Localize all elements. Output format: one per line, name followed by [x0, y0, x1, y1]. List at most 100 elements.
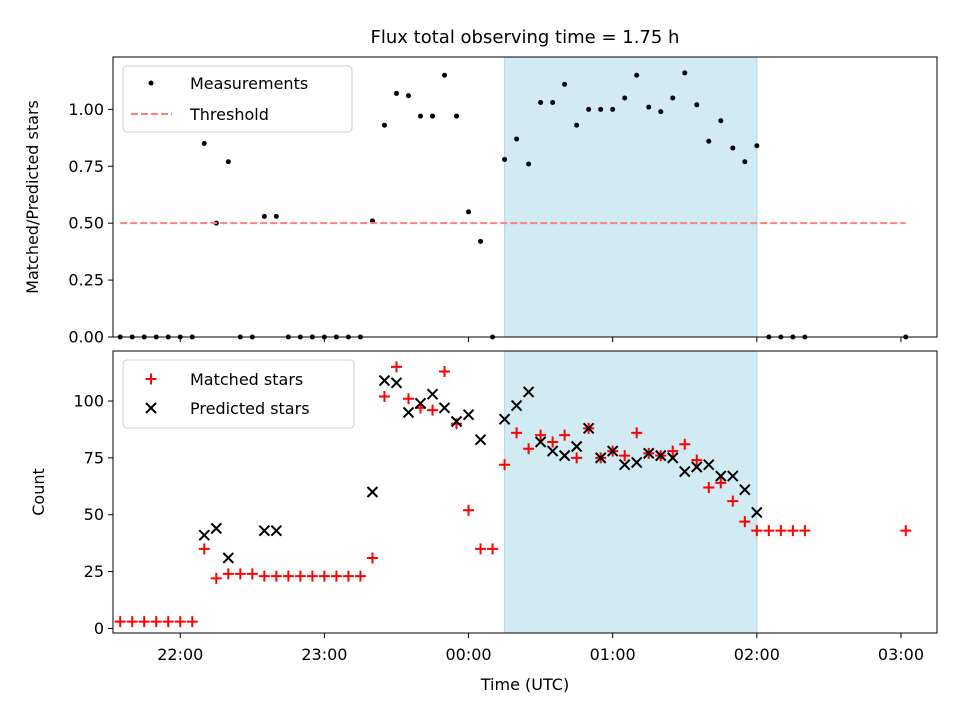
matched-star-point — [234, 568, 246, 580]
matched-star-point — [439, 365, 451, 377]
matched-star-point — [559, 429, 571, 441]
measurement-point — [742, 159, 748, 165]
predicted-star-point — [210, 522, 223, 535]
measurement-point — [466, 209, 472, 215]
matched-star-point — [739, 516, 751, 528]
predicted-star-point — [522, 386, 535, 398]
matched-star-point — [631, 427, 643, 439]
measurement-point — [538, 100, 544, 106]
measurement-point — [526, 161, 532, 167]
bottom-plot-area — [114, 361, 912, 628]
predicted-star-point — [378, 374, 391, 387]
predicted-star-point — [594, 452, 607, 464]
top-y-axis: 0.00 0.25 0.50 0.75 1.00 — [68, 100, 113, 347]
predicted-star-point — [667, 452, 679, 464]
measurement-point — [754, 143, 760, 149]
x-axis-label: Time (UTC) — [480, 675, 569, 694]
measurement-point — [706, 138, 712, 144]
predicted-star-point — [498, 413, 511, 425]
x-tick-label: 01:00 — [590, 645, 636, 664]
legend-measurements-label: Measurements — [190, 74, 308, 93]
matched-star-point — [900, 525, 912, 537]
measurement-point — [634, 72, 640, 78]
predicted-star-point — [258, 524, 271, 537]
predicted-star-point — [546, 445, 559, 457]
matched-star-point — [330, 570, 342, 582]
bottom-y-tick-label: 0 — [94, 619, 104, 638]
predicted-star-point — [198, 529, 210, 541]
measurements-legend-marker — [148, 80, 154, 86]
measurement-point — [562, 81, 568, 87]
matched-star-point — [198, 543, 210, 555]
matched-star-point — [270, 570, 282, 582]
matched-star-point — [210, 572, 222, 584]
top-y-tick-label: 1.00 — [68, 100, 104, 119]
measurement-point — [381, 122, 387, 128]
predicted-star-point — [390, 377, 403, 389]
matched-star-point — [511, 427, 523, 439]
matched-star-point — [126, 616, 138, 628]
measurement-point — [225, 159, 231, 165]
measurement-point — [574, 122, 580, 128]
bottom-legend-box — [122, 359, 355, 429]
matched-star-point — [246, 568, 258, 580]
matched-star-point — [342, 570, 354, 582]
measurement-point — [658, 109, 664, 115]
predicted-star-point — [631, 456, 643, 469]
predicted-star-point — [510, 399, 523, 412]
measurement-point — [598, 106, 604, 112]
matched-star-point — [294, 570, 306, 582]
predicted-star-point — [703, 459, 715, 471]
predicted-star-point — [558, 449, 571, 462]
measurement-point — [694, 102, 700, 108]
legend-predicted-label: Predicted stars — [190, 399, 310, 418]
predicted-star-point — [679, 465, 691, 478]
top-y-tick-label: 0.50 — [68, 214, 104, 233]
top-panel: 0.00 0.25 0.50 0.75 1.00 Matched/Predicted s… — [23, 56, 938, 347]
predicted-star-point — [655, 449, 667, 462]
predicted-star-point — [751, 506, 763, 519]
matched-star-point — [763, 525, 775, 537]
matched-star-point — [354, 570, 366, 582]
matched-star-point — [402, 393, 414, 405]
bottom-y-axis-label: Count — [29, 468, 48, 516]
matched-star-point — [715, 477, 727, 489]
matched-star-point — [378, 390, 390, 402]
matched-star-point — [787, 525, 799, 537]
matched-star-point — [306, 570, 318, 582]
matched-star-point — [667, 445, 679, 457]
legend-threshold-label: Threshold — [189, 105, 269, 124]
matched-star-point — [258, 570, 270, 582]
matched-star-point — [366, 552, 378, 564]
matched-star-point — [150, 616, 162, 628]
predicted-star-point — [534, 436, 547, 448]
predicted-star-point — [715, 470, 727, 482]
matched-star-point — [487, 543, 499, 555]
matched-star-point — [799, 525, 811, 537]
measurement-point — [514, 136, 520, 142]
top-legend: Measurements Threshold — [122, 65, 353, 133]
matched-star-point — [535, 429, 547, 441]
predicted-star-point — [582, 422, 595, 435]
predicted-star-point — [618, 459, 631, 471]
measurement-point — [670, 95, 676, 101]
top-plot-frame — [112, 56, 938, 338]
x-tick-label: 02:00 — [734, 645, 780, 664]
measurement-point — [502, 156, 508, 162]
measurement-point — [718, 118, 724, 124]
matched-star-point — [390, 361, 402, 373]
matched-star-point — [222, 568, 234, 580]
matched-star-point — [547, 436, 559, 448]
x-tick-label: 22:00 — [157, 645, 203, 664]
legend-matched-label: Matched stars — [190, 370, 303, 389]
bottom-panel: 0 25 50 75 100 22:00 23:00 00:00 01:00 02:00 03:0… — [29, 350, 938, 694]
measurement-point — [369, 218, 375, 224]
measurement-point — [393, 90, 399, 96]
matched-star-point — [499, 459, 511, 471]
matched-star-point — [703, 481, 715, 493]
predicted-legend-marker — [145, 402, 157, 414]
matched-legend-marker — [145, 373, 157, 385]
bottom-y-axis: 0 25 50 75 100 — [73, 392, 113, 638]
matched-star-point — [679, 438, 691, 450]
